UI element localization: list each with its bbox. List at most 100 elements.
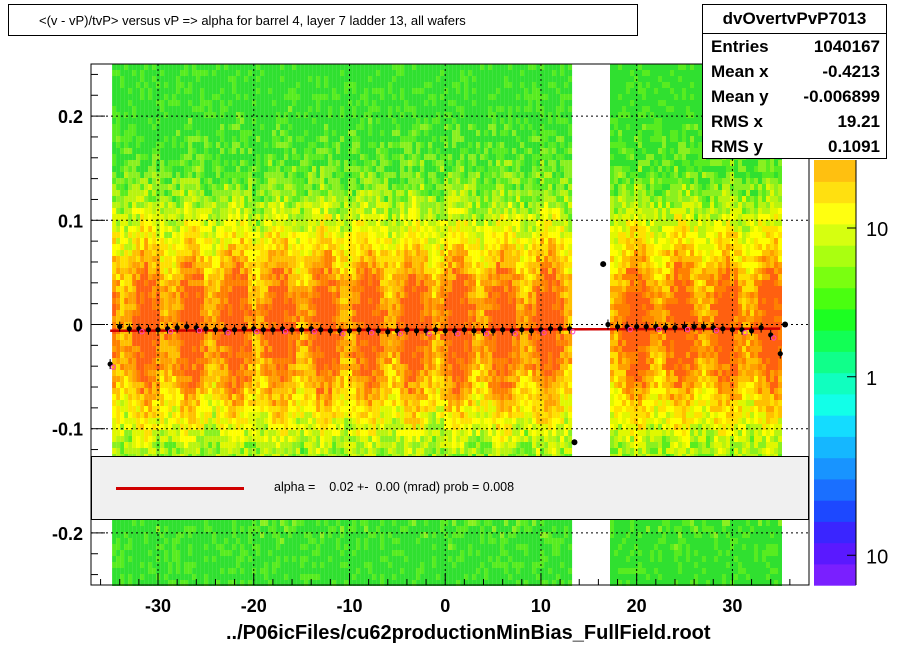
heatmap-cell <box>160 178 165 184</box>
heatmap-cell <box>252 214 257 220</box>
heatmap-cell <box>152 364 157 370</box>
heatmap-cell <box>336 196 341 202</box>
heatmap-cell <box>204 64 209 70</box>
heatmap-cell <box>164 304 169 310</box>
heatmap-cell <box>264 346 269 352</box>
heatmap-cell <box>228 340 233 346</box>
heatmap-cell <box>260 334 265 340</box>
heatmap-cell <box>232 268 237 274</box>
heatmap-cell <box>180 358 185 364</box>
heatmap-cell <box>128 340 133 346</box>
heatmap-cell <box>180 448 185 454</box>
heatmap-cell <box>128 370 133 376</box>
heatmap-cell <box>152 250 157 256</box>
heatmap-cell <box>284 280 289 286</box>
heatmap-cell <box>160 256 165 262</box>
heatmap-cell <box>228 202 233 208</box>
heatmap-cell <box>116 550 121 556</box>
heatmap-cell <box>320 562 325 568</box>
heatmap-cell <box>324 70 329 76</box>
heatmap-cell <box>168 304 173 310</box>
heatmap-cell <box>200 538 205 544</box>
heatmap-cell <box>212 376 217 382</box>
heatmap-cell <box>248 196 253 202</box>
heatmap-cell <box>292 112 297 118</box>
heatmap-cell <box>148 88 153 94</box>
heatmap-cell <box>224 262 229 268</box>
heatmap-cell <box>220 256 225 262</box>
heatmap-cell <box>244 424 249 430</box>
heatmap-cell <box>140 298 145 304</box>
heatmap-cell <box>220 274 225 280</box>
heatmap-cell <box>292 214 297 220</box>
heatmap-cell <box>268 256 273 262</box>
heatmap-cell <box>140 88 145 94</box>
heatmap-cell <box>240 184 245 190</box>
heatmap-cell <box>316 418 321 424</box>
heatmap-cell <box>320 166 325 172</box>
heatmap-cell <box>128 286 133 292</box>
heatmap-cell <box>208 322 213 328</box>
heatmap-cell <box>168 130 173 136</box>
heatmap-cell <box>196 394 201 400</box>
heatmap-cell <box>144 232 149 238</box>
heatmap-cell <box>192 316 197 322</box>
heatmap-cell <box>140 562 145 568</box>
heatmap-cell <box>184 190 189 196</box>
heatmap-cell <box>276 382 281 388</box>
heatmap-cell <box>128 262 133 268</box>
heatmap-cell <box>132 64 137 70</box>
heatmap-cell <box>172 94 177 100</box>
heatmap-cell <box>332 64 337 70</box>
heatmap-cell <box>196 400 201 406</box>
heatmap-cell <box>112 358 117 364</box>
heatmap-cell <box>244 358 249 364</box>
heatmap-cell <box>232 352 237 358</box>
heatmap-cell <box>112 376 117 382</box>
heatmap-cell <box>196 364 201 370</box>
heatmap-cell <box>268 286 273 292</box>
heatmap-cell <box>140 202 145 208</box>
heatmap-cell <box>268 262 273 268</box>
heatmap-cell <box>212 166 217 172</box>
heatmap-cell <box>196 64 201 70</box>
heatmap-cell <box>180 442 185 448</box>
heatmap-cell <box>216 262 221 268</box>
heatmap-cell <box>124 142 129 148</box>
heatmap-cell <box>120 208 125 214</box>
heatmap-cell <box>132 364 137 370</box>
heatmap-cell <box>128 76 133 82</box>
heatmap-cell <box>172 190 177 196</box>
heatmap-cell <box>232 424 237 430</box>
heatmap-cell <box>268 538 273 544</box>
heatmap-cell <box>204 94 209 100</box>
heatmap-cell <box>292 568 297 574</box>
heatmap-cell <box>232 358 237 364</box>
heatmap-cell <box>260 436 265 442</box>
heatmap-cell <box>132 400 137 406</box>
heatmap-cell <box>328 310 333 316</box>
heatmap-cell <box>112 280 117 286</box>
heatmap-cell <box>272 208 277 214</box>
heatmap-cell <box>136 562 141 568</box>
heatmap-cell <box>300 130 305 136</box>
heatmap-cell <box>224 178 229 184</box>
heatmap-cell <box>148 274 153 280</box>
heatmap-cell <box>192 580 197 586</box>
heatmap-cell <box>316 448 321 454</box>
heatmap-cell <box>112 316 117 322</box>
heatmap-cell <box>176 448 181 454</box>
heatmap-cell <box>168 148 173 154</box>
heatmap-cell <box>276 64 281 70</box>
heatmap-cell <box>216 166 221 172</box>
heatmap-cell <box>308 550 313 556</box>
heatmap-cell <box>308 262 313 268</box>
heatmap-cell <box>140 436 145 442</box>
heatmap-cell <box>228 94 233 100</box>
heatmap-cell <box>120 376 125 382</box>
heatmap-cell <box>136 316 141 322</box>
heatmap-cell <box>264 238 269 244</box>
heatmap-cell <box>200 178 205 184</box>
heatmap-cell <box>188 418 193 424</box>
heatmap-cell <box>176 346 181 352</box>
